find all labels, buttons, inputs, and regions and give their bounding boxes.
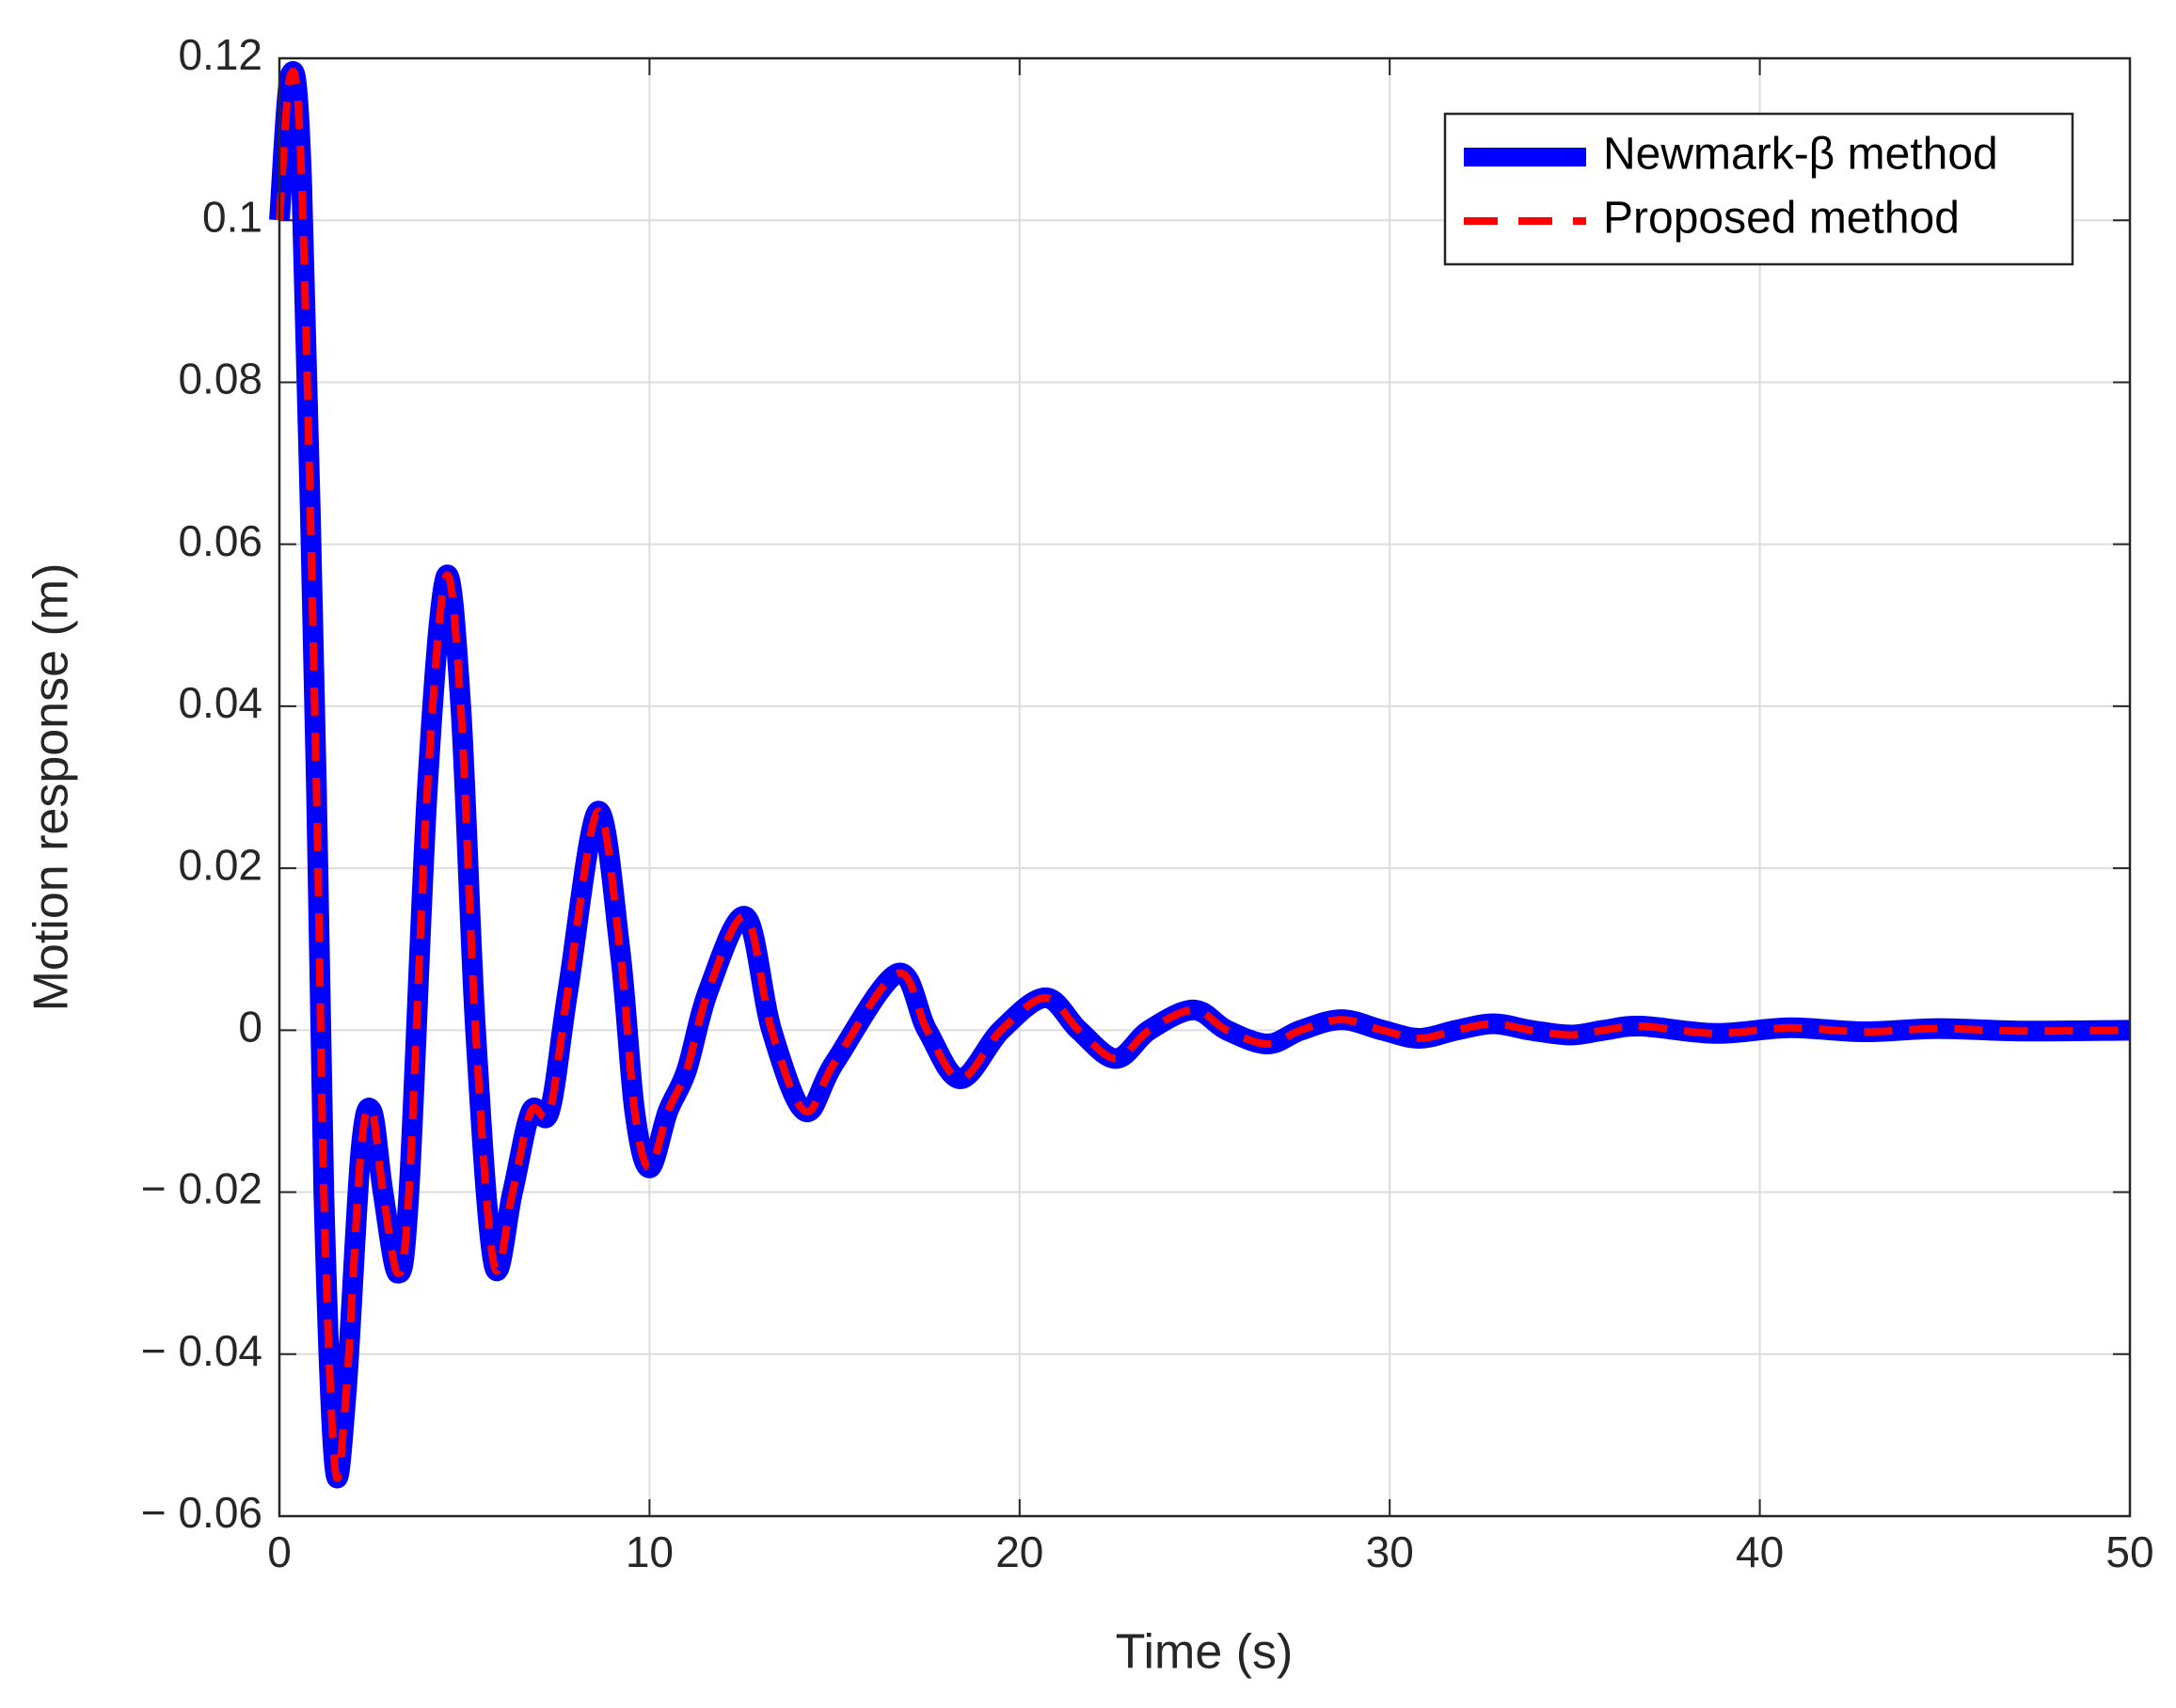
y-tick-label: 0 <box>238 1002 262 1051</box>
y-tick-label: 0.04 <box>178 678 262 727</box>
y-tick-label: 0.08 <box>178 355 262 403</box>
y-tick-label: 0.06 <box>178 516 262 565</box>
y-tick-label: − 0.04 <box>141 1326 262 1375</box>
x-axis-label: Time (s) <box>1116 1625 1294 1680</box>
y-axis-label: Motion response (m) <box>24 563 79 1012</box>
y-tick-label: 0.1 <box>202 192 262 241</box>
y-tick-label: − 0.06 <box>141 1488 262 1537</box>
y-tick-label: − 0.02 <box>141 1164 262 1213</box>
x-tick-label: 10 <box>626 1527 674 1576</box>
x-tick-label: 30 <box>1366 1527 1414 1576</box>
x-tick-label: 50 <box>2105 1527 2153 1576</box>
y-tick-label: 0.12 <box>178 30 262 79</box>
legend-box <box>1443 112 2074 266</box>
line-series <box>269 60 2131 1489</box>
x-tick-label: 20 <box>995 1527 1043 1576</box>
y-tick-label: 0.02 <box>178 840 262 889</box>
plot-frame <box>278 56 2132 1518</box>
line-series <box>276 67 2131 1482</box>
x-tick-label: 40 <box>1736 1527 1784 1576</box>
legend-label: Newmark-β method <box>1603 130 1998 180</box>
legend-label: Proposed method <box>1603 194 1960 244</box>
x-tick-label: 0 <box>267 1527 292 1576</box>
